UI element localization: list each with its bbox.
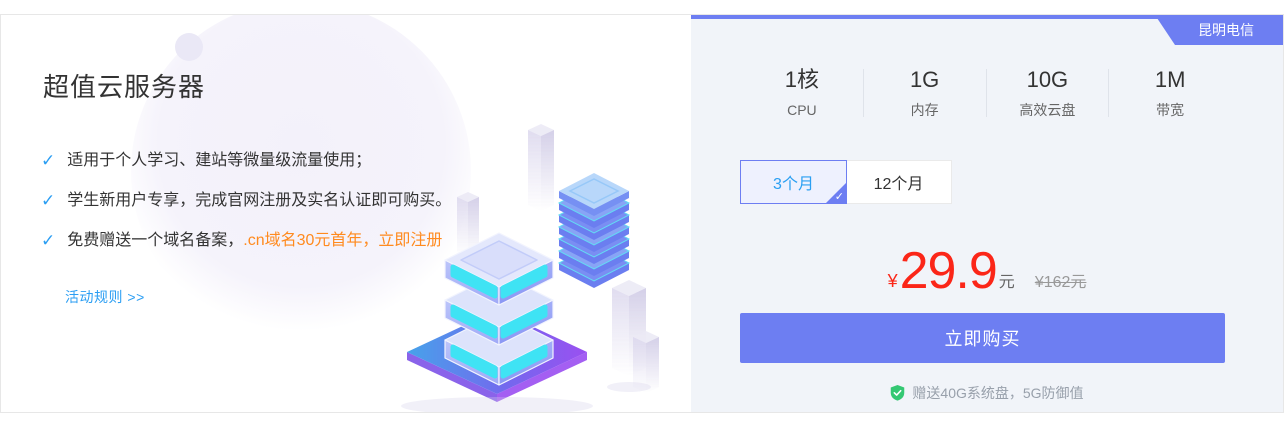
spec-memory: 1G 内存 (864, 67, 986, 119)
feature-text: 学生新用户专享，完成官网注册及实名认证即可购买。 (67, 192, 452, 209)
tab-12-months[interactable]: 12个月 (846, 161, 951, 203)
original-price: ¥162元 (1034, 274, 1087, 291)
price-block: ¥ 29.9 元 ¥162元 (691, 243, 1283, 299)
product-card: 超值云服务器 ✓ 适用于个人学习、建站等微量级流量使用； ✓ 学生新用户专享，完… (0, 14, 1284, 413)
decor-circle-small (175, 33, 203, 61)
server-illustration (401, 124, 659, 412)
divider (1108, 69, 1110, 117)
spec-cpu: 1核 CPU (741, 67, 863, 119)
check-icon: ✓ (41, 151, 56, 170)
period-tabs: 3个月 ✓ 12个月 (740, 160, 952, 204)
price-unit: 元 (998, 274, 1015, 291)
divider (985, 69, 987, 117)
shield-icon (891, 385, 905, 401)
spec-value: 1核 (784, 67, 819, 92)
spec-value: 1G (909, 67, 940, 92)
activity-rules-link[interactable]: 活动规则 >> (65, 289, 145, 305)
spec-disk: 10G 高效云盘 (987, 67, 1109, 119)
feature-item: ✓ 免费赠送一个域名备案， .cn域名30元首年，立即注册 (41, 230, 451, 253)
spec-label: 内存 (910, 102, 939, 118)
bonus-note-text: 赠送40G系统盘，5G防御值 (912, 385, 1084, 401)
feature-item: ✓ 适用于个人学习、建站等微量级流量使用； (41, 150, 451, 173)
spec-label: 高效云盘 (1019, 102, 1076, 118)
selected-check-icon: ✓ (834, 191, 844, 203)
purchase-panel: 昆明电信 1核 CPU 1G 内存 10G 高效云盘 1M 带宽 (691, 15, 1283, 412)
pillar (633, 331, 659, 393)
reflection (401, 397, 593, 412)
page-title: 超值云服务器 (43, 72, 206, 102)
currency-symbol: ¥ (887, 271, 898, 291)
check-icon: ✓ (41, 231, 56, 250)
panel-accent-bar (691, 15, 1283, 19)
product-info-panel: 超值云服务器 ✓ 适用于个人学习、建站等微量级流量使用； ✓ 学生新用户专享，完… (1, 15, 1283, 412)
check-icon: ✓ (41, 191, 56, 210)
domain-register-link[interactable]: .cn域名30元首年，立即注册 (243, 232, 443, 249)
bonus-note: 赠送40G系统盘，5G防御值 (691, 383, 1283, 403)
selected-corner (825, 182, 847, 204)
buy-now-button[interactable]: 立即购买 (740, 313, 1225, 363)
feature-text: 免费赠送一个域名备案， (67, 232, 244, 249)
feature-list: ✓ 适用于个人学习、建站等微量级流量使用； ✓ 学生新用户专享，完成官网注册及实… (41, 150, 451, 270)
spec-row: 1核 CPU 1G 内存 10G 高效云盘 1M 带宽 (741, 67, 1231, 119)
spec-value: 1M (1154, 67, 1186, 92)
spec-bandwidth: 1M 带宽 (1109, 67, 1231, 119)
tab-label: 12个月 (873, 176, 924, 193)
spec-value: 10G (1026, 67, 1069, 92)
disk-stack (557, 173, 631, 288)
feature-item: ✓ 学生新用户专享，完成官网注册及实名认证即可购买。 (41, 190, 451, 213)
divider (862, 69, 864, 117)
feature-text: 适用于个人学习、建站等微量级流量使用； (67, 152, 372, 169)
spec-label: 带宽 (1156, 102, 1185, 118)
region-ribbon: 昆明电信 (1155, 15, 1283, 45)
tab-label: 3个月 (773, 176, 814, 193)
price-amount: 29.9 (899, 242, 998, 300)
server-stack (444, 232, 554, 386)
pillar (528, 124, 554, 211)
tab-3-months[interactable]: 3个月 ✓ (740, 160, 847, 204)
decor-circle-large (131, 15, 471, 341)
spec-label: CPU (787, 102, 817, 118)
pillar (457, 192, 479, 257)
reflection (607, 382, 651, 392)
